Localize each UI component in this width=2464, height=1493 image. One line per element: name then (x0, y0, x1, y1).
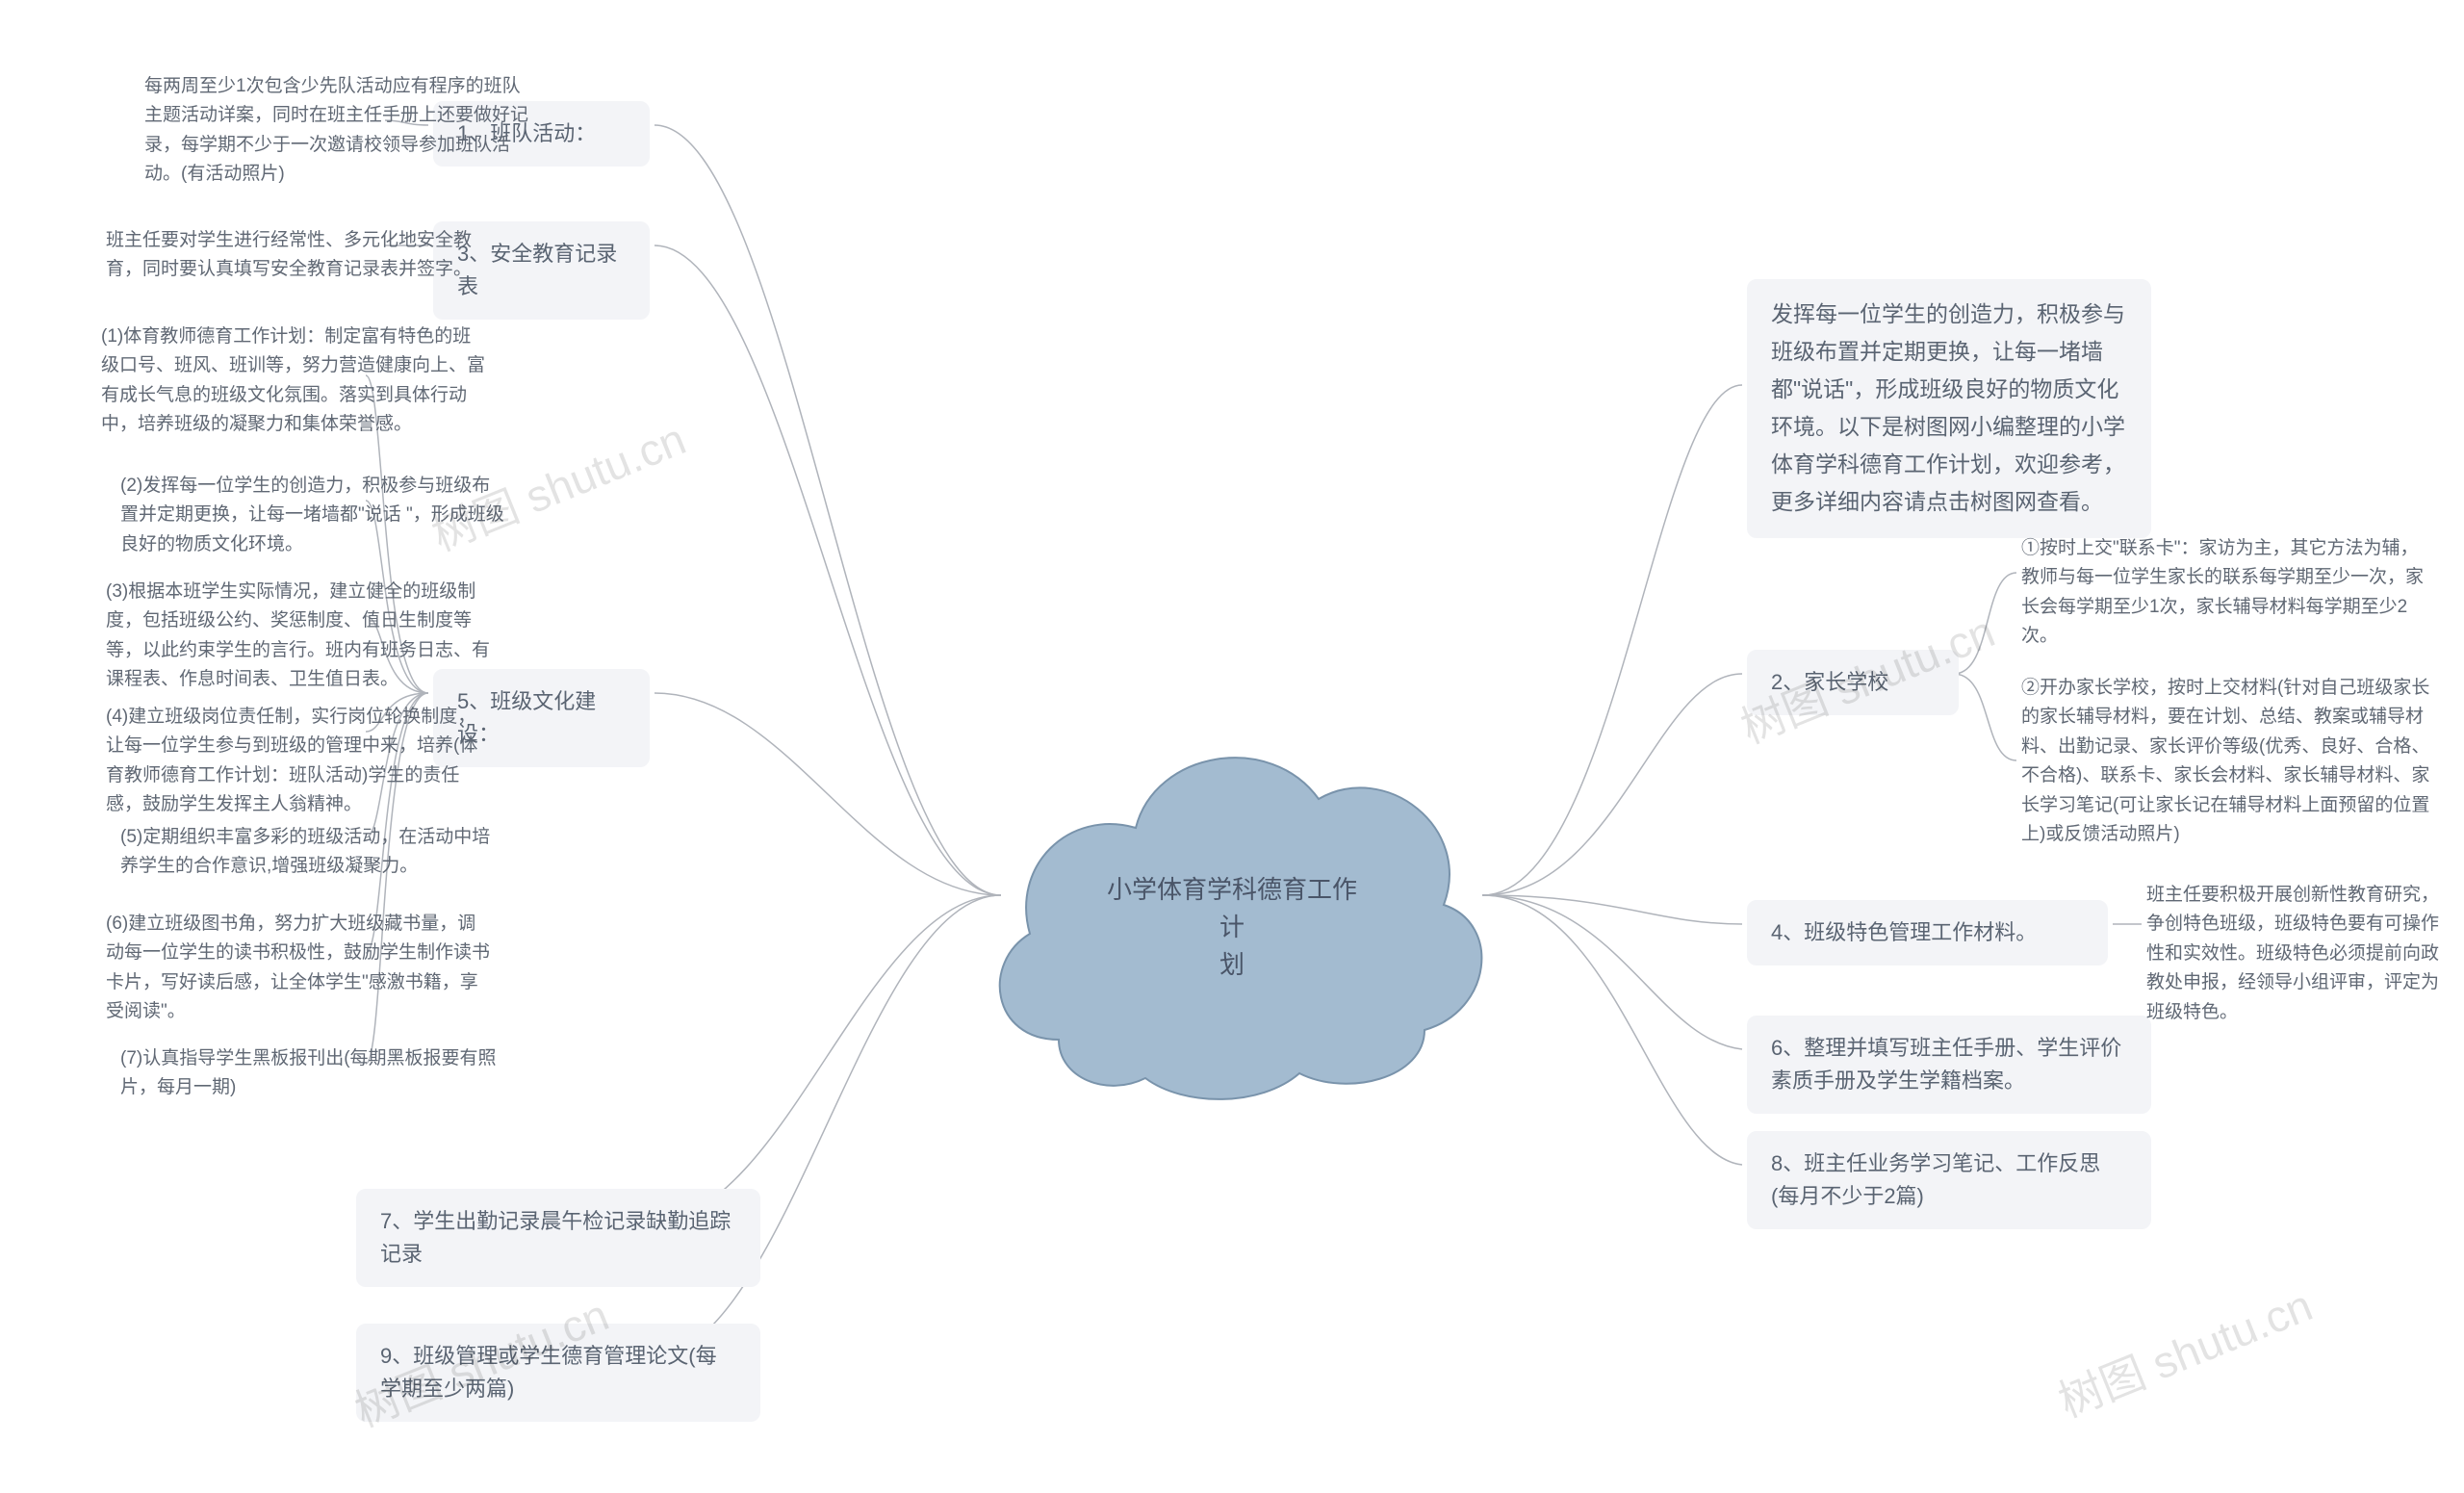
branch-9[interactable]: 9、班级管理或学生德育管理论文(每学期至少两篇) (356, 1324, 760, 1422)
leaf-5-4: (4)建立班级岗位责任制，实行岗位轮换制度，让每一位学生参与到班级的管理中来，培… (106, 703, 491, 820)
leaf-5-2: (2)发挥每一位学生的创造力，积极参与班级布置并定期更换，让每一堵墙都"说话 "… (120, 472, 505, 559)
leaf-5-7: (7)认真指导学生黑板报刊出(每期黑板报要有照片，每月一期) (120, 1044, 505, 1103)
center-title: 小学体育学科德育工作计划 (1097, 871, 1367, 984)
leaf-2-2: ②开办家长学校，按时上交材料(针对自己班级家长的家长辅导材料，要在计划、总结、教… (2021, 674, 2435, 849)
center-cloud-container: 小学体育学科德育工作计划 (962, 693, 1502, 1117)
leaf-5-5: (5)定期组织丰富多彩的班级活动，在活动中培养学生的合作意识,增强班级凝聚力。 (120, 823, 505, 882)
branch-7[interactable]: 7、学生出勤记录晨午检记录缺勤追踪记录 (356, 1189, 760, 1287)
branch-8[interactable]: 8、班主任业务学习笔记、工作反思(每月不少于2篇) (1747, 1131, 2151, 1229)
branch-6[interactable]: 6、整理并填写班主任手册、学生评价素质手册及学生学籍档案。 (1747, 1016, 2151, 1114)
leaf-4: 班主任要积极开展创新性教育研究，争创特色班级，班级特色要有可操作性和实效性。班级… (2146, 881, 2445, 1027)
branch-2[interactable]: 2、家长学校 (1747, 650, 1959, 715)
leaf-5-1: (1)体育教师德育工作计划：制定富有特色的班级口号、班风、班训等，努力营造健康向… (101, 322, 486, 440)
branch-4[interactable]: 4、班级特色管理工作材料。 (1747, 900, 2108, 965)
leaf-5-6: (6)建立班级图书角，努力扩大班级藏书量，调动每一位学生的读书积极性，鼓励学生制… (106, 910, 491, 1027)
leaf-5-3: (3)根据本班学生实际情况，建立健全的班级制度，包括班级公约、奖惩制度、值日生制… (106, 578, 491, 695)
branch-intro[interactable]: 发挥每一位学生的创造力，积极参与班级布置并定期更换，让每一堵墙都"说话"，形成班… (1747, 279, 2151, 538)
leaf-2-1: ①按时上交"联系卡"：家访为主，其它方法为辅，教师与每一位学生家长的联系每学期至… (2021, 534, 2435, 652)
leaf-3: 班主任要对学生进行经常性、多元化地安全教育，同时要认真填写安全教育记录表并签字。 (106, 226, 491, 285)
leaf-1: 每两周至少1次包含少先队活动应有程序的班队主题活动详案，同时在班主任手册上还要做… (144, 72, 529, 190)
watermark: 树图 shutu.cn (2048, 1271, 2321, 1430)
